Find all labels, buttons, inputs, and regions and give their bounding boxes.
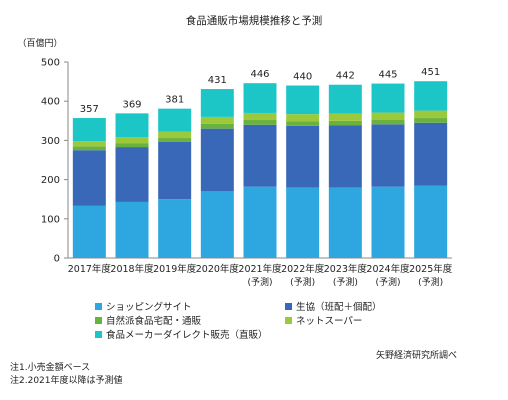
- bar-total-label: 431: [208, 75, 227, 86]
- bar-segment: [243, 83, 277, 113]
- legend-label: 生協（班配＋個配）: [296, 302, 382, 313]
- bar-segment: [328, 120, 362, 126]
- bar-segment: [414, 185, 448, 258]
- bar-total-label: 440: [293, 72, 312, 83]
- bar-segment: [286, 114, 320, 122]
- x-tick-sublabel: (予測): [290, 276, 315, 288]
- bar-segment: [328, 125, 362, 188]
- bar-segment: [371, 112, 405, 120]
- bar-segment: [115, 143, 149, 148]
- bar-total-label: 381: [165, 95, 184, 106]
- bar-segment: [115, 201, 149, 258]
- x-tick-label: 2024年度: [366, 263, 410, 275]
- bar-segment: [72, 150, 106, 206]
- bar-segment: [286, 85, 320, 115]
- x-tick-sublabel: (予測): [333, 276, 358, 288]
- bar-segment: [243, 120, 277, 125]
- bar-segment: [371, 186, 405, 258]
- x-tick-label: 2023年度: [324, 263, 368, 275]
- bar-total-label: 445: [378, 70, 397, 81]
- bar-segment: [414, 118, 448, 123]
- chart-title: 食品通販市場規模推移と予測: [186, 14, 323, 27]
- bar-segment: [371, 83, 405, 113]
- bar-segment: [286, 187, 320, 258]
- y-tick-label: 0: [54, 254, 60, 265]
- x-tick-label: 2020年度: [196, 263, 240, 275]
- x-tick-label: 2018年度: [110, 263, 154, 275]
- source-credit: 矢野経済研究所調べ: [376, 351, 458, 361]
- bar-segment: [115, 147, 149, 202]
- bar-segment: [158, 108, 192, 132]
- x-tick-label: 2025年度: [409, 263, 453, 275]
- bar-segment: [200, 116, 234, 124]
- bar-segment: [243, 112, 277, 121]
- bar-segment: [414, 81, 448, 111]
- note-1: 注1.小売金額ベース: [10, 363, 91, 373]
- y-tick-label: 300: [41, 136, 60, 147]
- legend-swatch: [95, 330, 102, 338]
- bar-segment: [371, 124, 405, 187]
- x-tick-sublabel: (予測): [375, 276, 400, 288]
- x-tick-label: 2021年度: [238, 263, 282, 275]
- x-tick-label: 2019年度: [153, 263, 197, 275]
- x-tick-label: 2017年度: [68, 263, 112, 275]
- bar-segment: [200, 128, 234, 192]
- bar-segment: [72, 141, 106, 147]
- legend-swatch: [285, 302, 292, 310]
- bar-segment: [72, 146, 106, 151]
- legend-label: ショッピングサイト: [106, 302, 192, 313]
- bar-segment: [158, 131, 192, 139]
- bar-segment: [414, 110, 448, 119]
- y-tick-label: 400: [41, 97, 60, 108]
- bar-total-label: 442: [336, 71, 355, 82]
- legend-swatch: [95, 316, 102, 324]
- bar-segment: [243, 186, 277, 258]
- legend-label: 食品メーカーダイレクト販売（直販）: [106, 330, 268, 341]
- bar-segment: [200, 89, 234, 117]
- legend-item-net-supermarket: ネットスーパー: [285, 313, 362, 327]
- x-tick-sublabel: (予測): [247, 276, 272, 288]
- legend-item-shopping-site: ショッピングサイト: [95, 299, 192, 313]
- y-tick-label: 200: [41, 175, 60, 186]
- bar-segment: [286, 125, 320, 188]
- y-unit-label: （百億円）: [17, 37, 62, 49]
- bar-segment: [200, 123, 234, 129]
- legend-label: ネットスーパー: [296, 316, 363, 327]
- bar-total-label: 357: [80, 104, 99, 115]
- bar-total-label: 446: [250, 69, 269, 80]
- bar-segment: [328, 84, 362, 114]
- bar-segment: [328, 113, 362, 121]
- bar-segment: [328, 187, 362, 258]
- legend-label: 自然派食品宅配・通販: [106, 316, 202, 327]
- legend-item-maker-direct: 食品メーカーダイレクト販売（直販）: [95, 327, 268, 341]
- bar-segment: [158, 138, 192, 142]
- legend-item-coop: 生協（班配＋個配）: [285, 299, 382, 313]
- legend-item-natural-food: 自然派食品宅配・通販: [95, 313, 201, 327]
- x-tick-label: 2022年度: [281, 263, 325, 275]
- bar-total-label: 451: [421, 67, 440, 78]
- note-2: 注2.2021年度以降は予測値: [10, 376, 123, 386]
- bar-segment: [72, 205, 106, 258]
- bar-segment: [115, 137, 149, 144]
- bar-segment: [414, 122, 448, 186]
- y-tick-label: 100: [41, 214, 60, 225]
- legend-swatch: [95, 302, 102, 310]
- bar-segment: [115, 113, 149, 138]
- bar-segment: [158, 141, 192, 200]
- x-tick-sublabel: (予測): [418, 276, 443, 288]
- bar-segment: [72, 118, 106, 142]
- legend-swatch: [285, 316, 292, 324]
- bar-total-label: 369: [122, 99, 141, 110]
- bar-segment: [200, 191, 234, 258]
- bar-segment: [243, 124, 277, 187]
- bar-segment: [371, 119, 405, 125]
- bar-segment: [286, 121, 320, 126]
- bar-segment: [158, 199, 192, 258]
- y-tick-label: 500: [41, 58, 60, 69]
